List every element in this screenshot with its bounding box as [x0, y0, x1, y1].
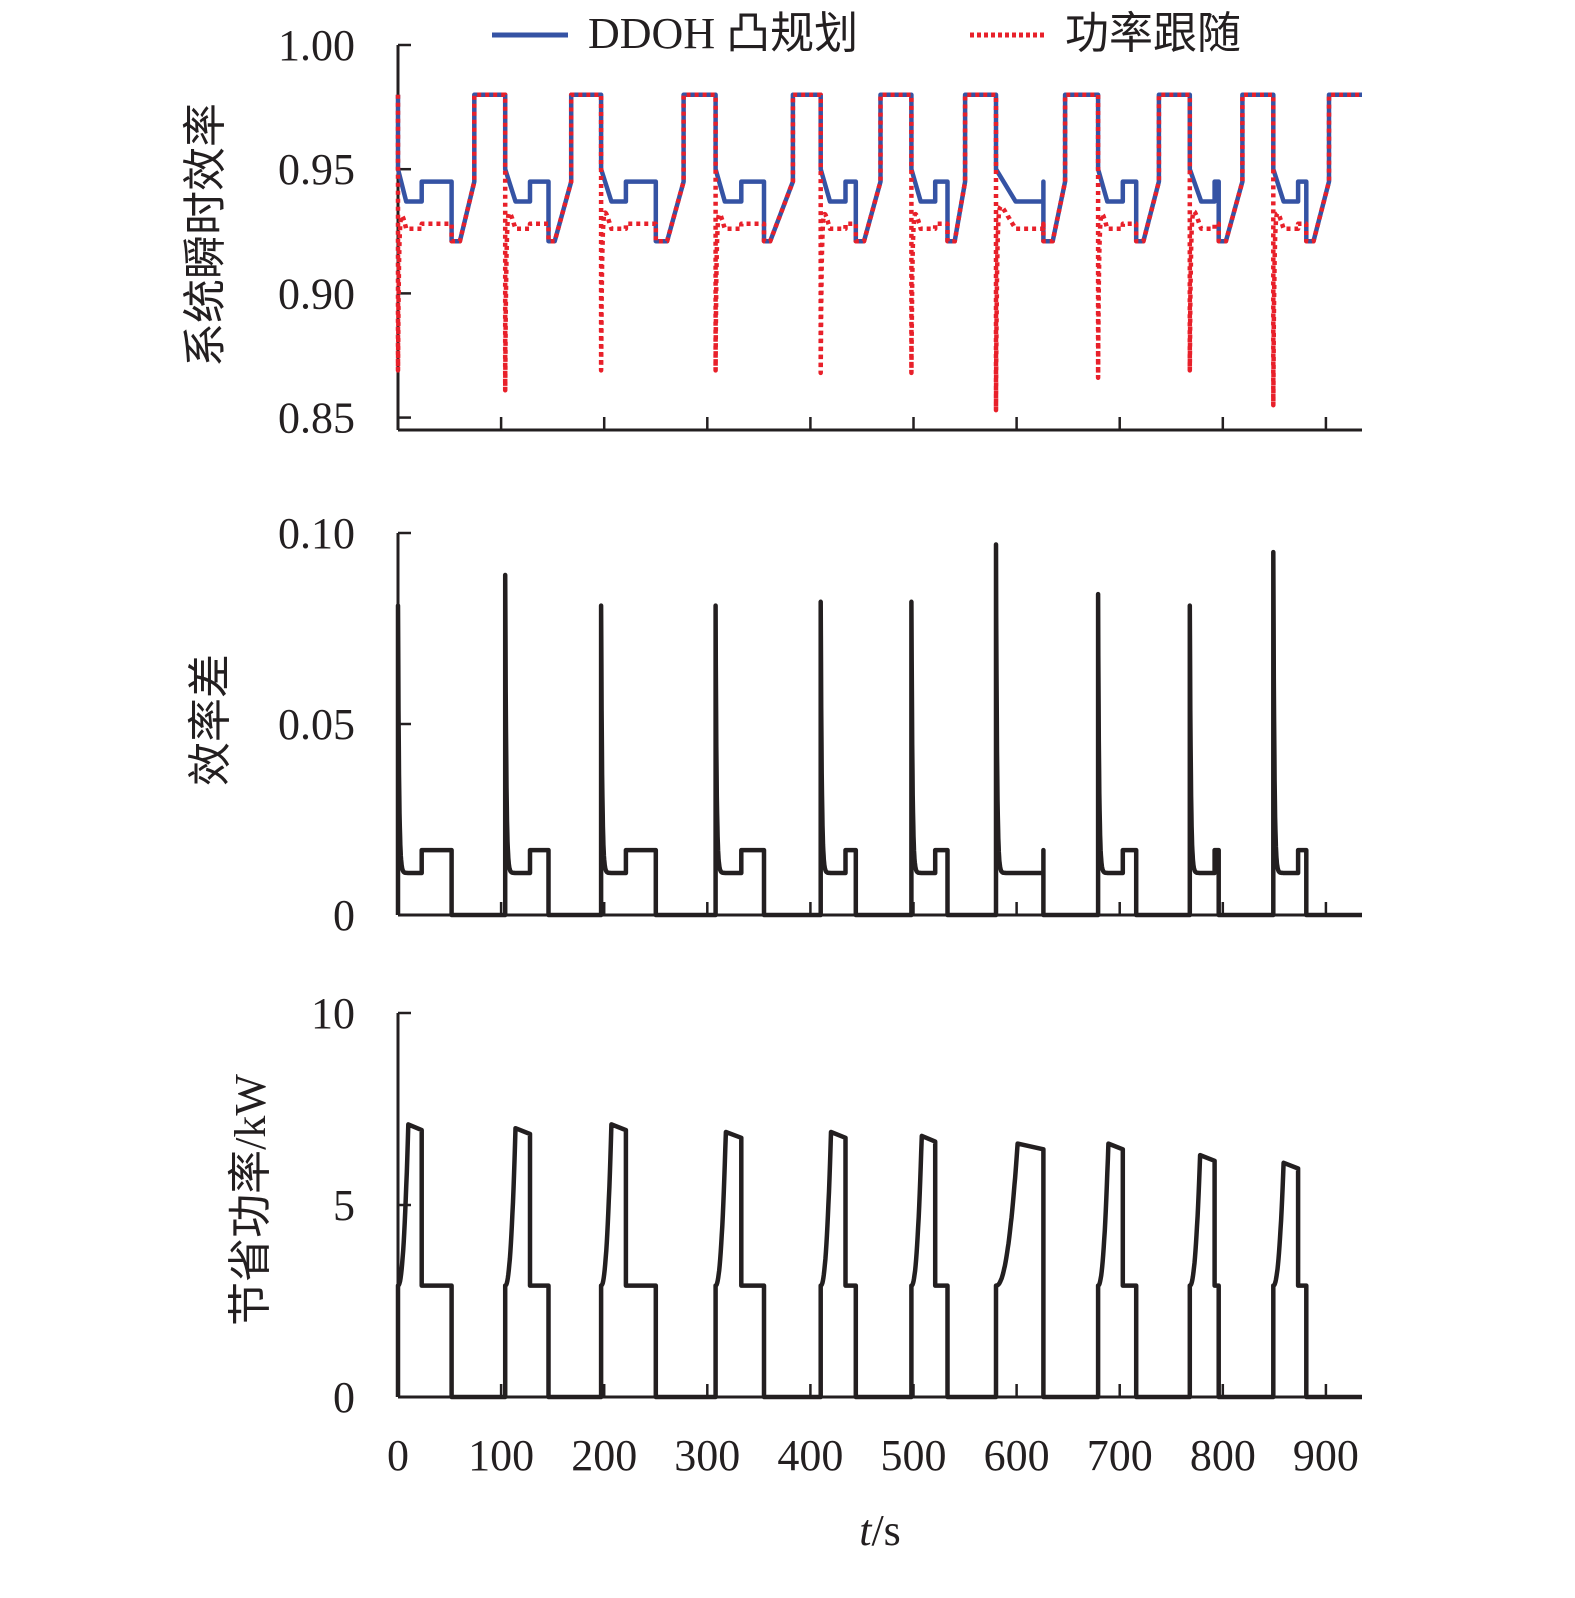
- x-tick-label: 900: [1293, 1431, 1359, 1480]
- x-axis-title-var: t: [859, 1506, 873, 1555]
- y-tick-label: 0: [333, 891, 355, 940]
- legend-label-ddoh: DDOH 凸规划: [588, 9, 858, 58]
- x-axis-title: t/s: [859, 1506, 901, 1555]
- y-tick-label: 1.00: [278, 21, 355, 70]
- x-tick-label: 500: [881, 1431, 947, 1480]
- x-tick-label: 600: [984, 1431, 1050, 1480]
- y-tick-label: 0.85: [278, 394, 355, 443]
- x-tick-label: 100: [468, 1431, 534, 1480]
- series-line-saved-power-0: [395, 1122, 1362, 1400]
- series-line-efficiency-0: [395, 92, 1362, 244]
- y-tick-label: 0.95: [278, 145, 355, 194]
- x-tick-label: 400: [777, 1431, 843, 1480]
- y-tick-label: 0.05: [278, 700, 355, 749]
- y-tick-label: 0.10: [278, 509, 355, 558]
- x-tick-label: 800: [1190, 1431, 1256, 1480]
- y-tick-label: 10: [311, 989, 355, 1038]
- x-tick-label: 200: [571, 1431, 637, 1480]
- y-tick-label: 0: [333, 1373, 355, 1422]
- x-tick-label: 300: [674, 1431, 740, 1480]
- panel-efficiency: 0.85 0.90 0.95 1.00 系统瞬时效率: [181, 21, 1362, 443]
- y-tick-label: 0.90: [278, 269, 355, 318]
- series-line-efficiency-diff-0: [395, 542, 1362, 918]
- y-axis-title: 节省功率/kW: [226, 1074, 275, 1326]
- legend: DDOH 凸规划 功率跟随: [492, 9, 1241, 58]
- legend-label-power-following: 功率跟随: [1065, 9, 1241, 58]
- x-tick-label: 0: [387, 1431, 409, 1480]
- panel-efficiency-diff: 0 0.05 0.10 效率差: [186, 509, 1362, 940]
- x-tick-label: 700: [1087, 1431, 1153, 1480]
- y-axis-title: 效率差: [186, 654, 235, 786]
- x-axis-title-unit: /s: [871, 1506, 900, 1555]
- series-line-efficiency-1: [395, 92, 1362, 413]
- y-tick-label: 5: [333, 1181, 355, 1230]
- y-axis-title: 系统瞬时效率: [181, 103, 230, 367]
